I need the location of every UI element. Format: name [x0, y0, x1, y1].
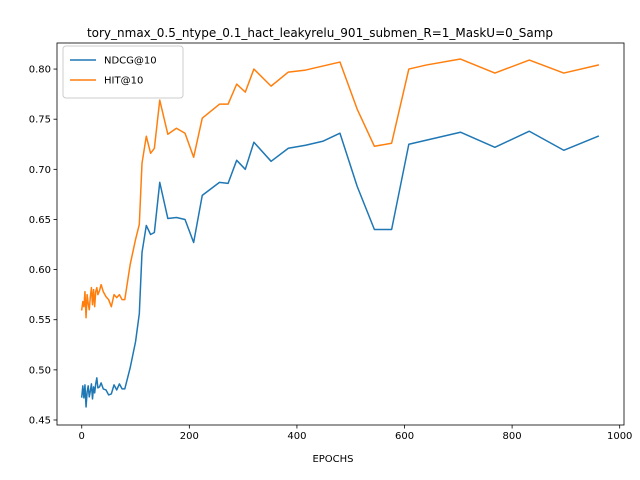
x-axis: 0 200 400 600 800 1000: [79, 425, 632, 442]
legend-box: [62, 45, 184, 99]
x-tick-label: 800: [503, 431, 522, 442]
chart-title: tory_nmax_0.5_ntype_0.1_hact_leakyrelu_9…: [87, 26, 553, 40]
axes-frame: [56, 42, 625, 426]
y-tick-label: 0.60: [29, 265, 51, 276]
series-line-1: [80, 130, 600, 408]
y-tick-label: 0.75: [29, 115, 51, 126]
x-tick-label: 200: [180, 431, 199, 442]
y-tick-label: 0.65: [29, 215, 51, 226]
series-line-2: [80, 58, 600, 319]
x-tick-label: 1000: [607, 431, 632, 442]
y-tick-label: 0.50: [29, 365, 51, 376]
y-tick-label: 0.45: [29, 415, 51, 426]
x-axis-label: EPOCHS: [312, 454, 353, 465]
y-axis: 0.45 0.50 0.55 0.60 0.65 0.70 0.75 0.80: [29, 65, 57, 426]
y-tick-label: 0.70: [29, 165, 51, 176]
legend-label: NDCG@10: [104, 56, 157, 67]
y-tick-label: 0.80: [29, 65, 51, 76]
legend: NDCG@10 HIT@10: [62, 45, 184, 99]
y-tick-label: 0.55: [29, 315, 51, 326]
x-tick-label: 600: [395, 431, 414, 442]
x-tick-label: 0: [79, 431, 85, 442]
x-tick-label: 400: [287, 431, 306, 442]
legend-label: HIT@10: [104, 76, 143, 87]
plot-area: [56, 42, 625, 426]
